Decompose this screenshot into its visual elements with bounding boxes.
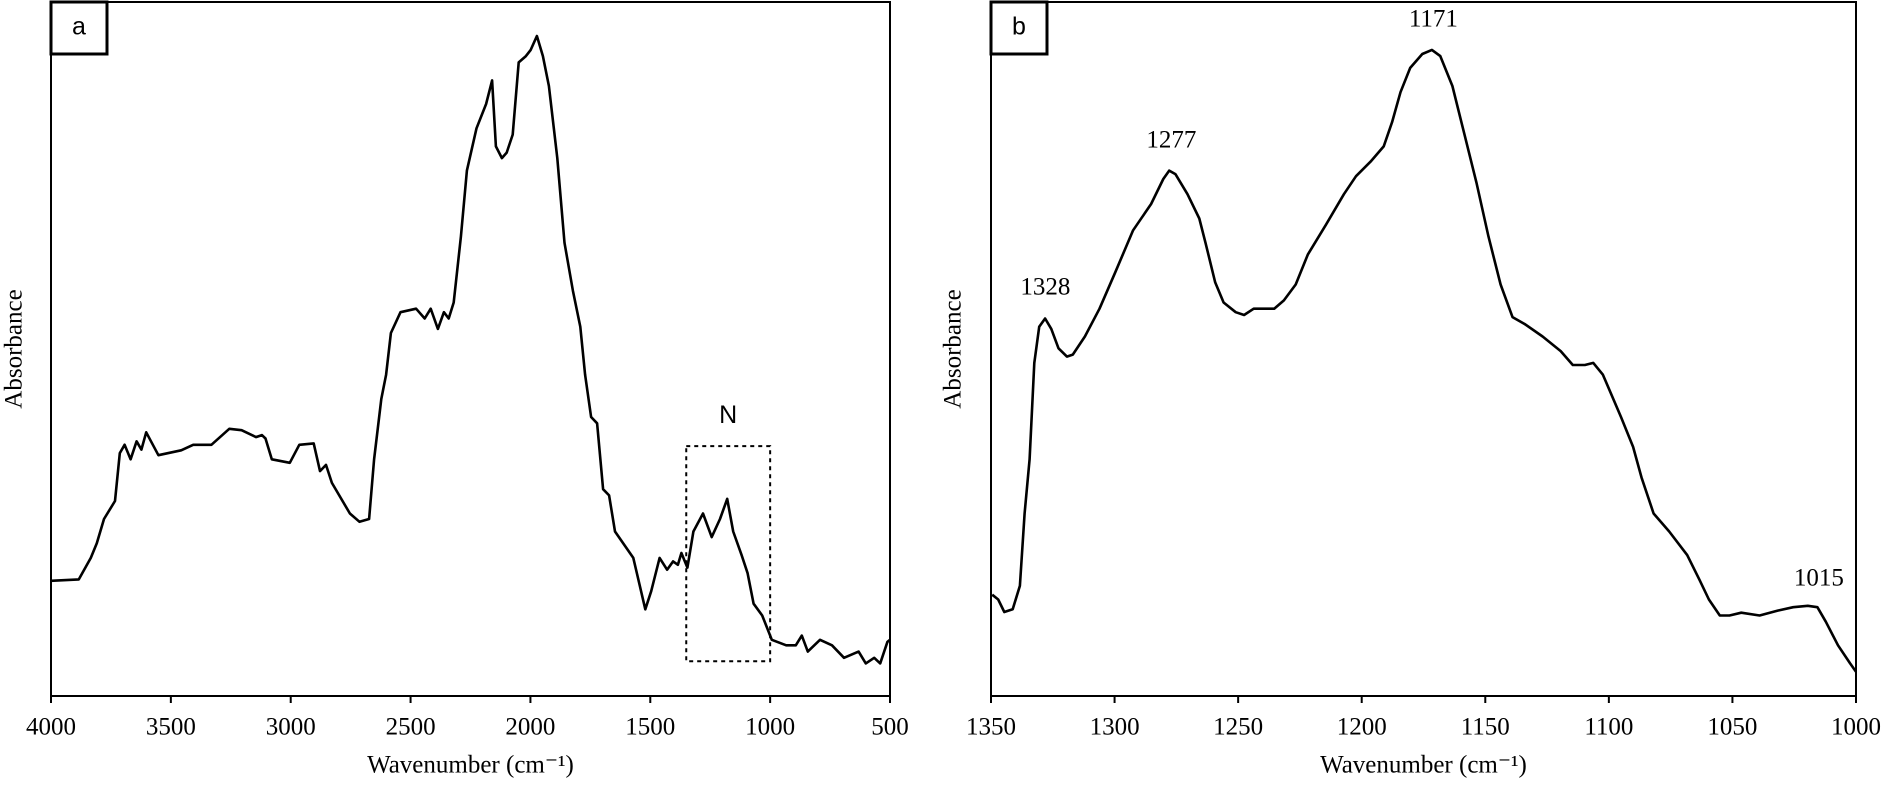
x-tick-label: 1300: [1090, 714, 1140, 741]
panel-label: a: [72, 13, 86, 41]
peak-label: 1328: [1020, 274, 1070, 301]
peak-label: 1277: [1146, 127, 1196, 154]
x-tick-label: 1000: [745, 714, 795, 741]
panel-label: b: [1012, 13, 1026, 41]
spectrum-line: [50, 34, 891, 665]
x-tick-label: 3500: [146, 714, 196, 741]
y-axis-label: Absorbance: [940, 289, 967, 408]
x-tick-label: 1100: [1584, 714, 1633, 741]
x-tick-label: 1350: [966, 714, 1016, 741]
panel-label-box: [49, 0, 109, 56]
x-tick-label: 2000: [505, 714, 555, 741]
panel: 4000 3500 3000 2500 2000 1500 1000 500 Wavenumbe…: [1, 0, 909, 779]
panel: 1350 1300 1250 1200 1150 1100 1050 1000 Wavenumb…: [940, 0, 1881, 779]
panel-label-box: [989, 0, 1049, 56]
x-tick-label: 2500: [386, 714, 436, 741]
x-tick-label: 1150: [1461, 714, 1510, 741]
x-axis-label: Wavenumber (cm⁻¹): [1320, 752, 1527, 779]
x-tick-label: 1250: [1213, 714, 1263, 741]
plot-frame: [50, 1, 891, 697]
x-tick-label: 1050: [1707, 714, 1757, 741]
region-box: [685, 445, 772, 663]
x-tick-label: 4000: [26, 714, 76, 741]
peak-label: 1015: [1794, 564, 1844, 591]
x-tick-label: 500: [871, 714, 909, 741]
spectrum-line: [991, 48, 1858, 673]
peak-label: 1171: [1409, 6, 1458, 33]
x-axis-label: Wavenumber (cm⁻¹): [367, 752, 574, 779]
plot-frame: [990, 1, 1857, 697]
x-tick-label: 1000: [1831, 714, 1881, 741]
x-tick-label: 3000: [266, 714, 316, 741]
x-tick-label: 1500: [625, 714, 675, 741]
y-axis-label: Absorbance: [1, 289, 28, 408]
x-tick-label: 1200: [1337, 714, 1387, 741]
region-label: N: [719, 401, 737, 429]
